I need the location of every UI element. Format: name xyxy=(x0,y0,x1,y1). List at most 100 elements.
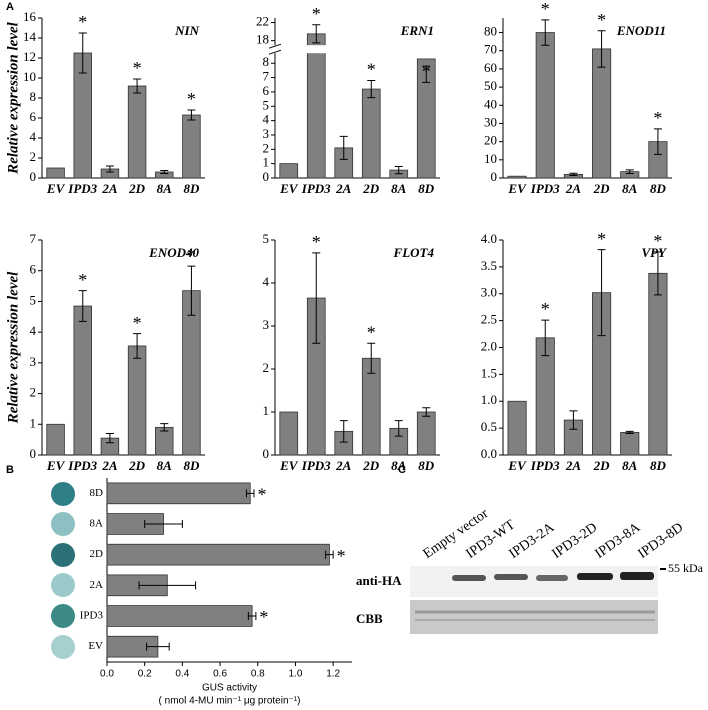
bar xyxy=(507,175,527,179)
x-tick-label: IPD3 xyxy=(67,458,97,473)
significance-mark: * xyxy=(597,229,606,249)
error-bar xyxy=(160,423,169,432)
y-axis-label: Relative expression level xyxy=(5,271,21,424)
error-bar xyxy=(653,251,662,296)
error-bar xyxy=(133,333,142,359)
bar xyxy=(361,88,381,179)
y-tick-label: 2 xyxy=(263,140,270,155)
y-tick-label: 7 xyxy=(263,69,270,84)
y-tick-label: 12 xyxy=(23,49,36,64)
error-bar xyxy=(541,319,550,357)
x-tick-label: EV xyxy=(507,181,527,196)
bar xyxy=(106,543,330,566)
y-tick-label: 3.0 xyxy=(481,285,497,300)
y-tick-label: 3 xyxy=(263,126,270,141)
x-tick-label: 8D xyxy=(183,458,200,473)
significance-mark: * xyxy=(78,270,87,290)
y-tick-label: 0.0 xyxy=(481,446,497,461)
bar xyxy=(46,167,65,179)
error-bar xyxy=(105,165,114,173)
blot-row-label: CBB xyxy=(356,611,383,626)
y-tick-label: 2.5 xyxy=(481,312,497,327)
panel-label: A xyxy=(6,1,14,13)
y-tick-label: 20 xyxy=(484,133,497,148)
x-tick-label: 2D xyxy=(128,458,146,473)
significance-mark: * xyxy=(133,58,142,78)
y-tick-label: 0 xyxy=(30,169,37,184)
error-bar xyxy=(312,24,321,44)
x-tick-label: EV xyxy=(46,181,66,196)
x-tick-label: 8A xyxy=(391,458,407,473)
error-bar xyxy=(325,550,334,559)
y-tick-label: 2D xyxy=(90,548,104,560)
error-bar xyxy=(394,166,403,175)
error-bar xyxy=(625,169,634,174)
panel-label: B xyxy=(6,464,14,476)
error-bar xyxy=(144,520,183,528)
x-tick-label: 2A xyxy=(335,181,352,196)
y-tick-label: 5 xyxy=(263,231,270,246)
x-tick-label: 2A xyxy=(101,181,118,196)
significance-mark: * xyxy=(597,10,606,30)
x-tick-label: 2A xyxy=(101,458,118,473)
y-tick-label: 80 xyxy=(484,24,497,39)
bar xyxy=(106,482,251,505)
y-tick-label: IPD3 xyxy=(80,610,104,622)
x-axis-label: GUS activity xyxy=(202,683,257,694)
y-tick-label: 16 xyxy=(23,9,37,24)
y-tick-label: 5 xyxy=(30,292,37,307)
chart-title: ENOD11 xyxy=(616,23,666,38)
x-tick-label: 8A xyxy=(391,181,407,196)
significance-mark: * xyxy=(312,232,321,252)
significance-mark: * xyxy=(78,12,87,32)
error-bar xyxy=(146,642,170,651)
x-tick-label: 8A xyxy=(622,458,638,473)
chart-title: FLOT4 xyxy=(393,245,435,260)
y-tick-label: EV xyxy=(88,640,103,652)
bar xyxy=(106,605,253,627)
y-tick-label: 0 xyxy=(30,446,37,461)
y-tick-label: 22 xyxy=(256,14,269,29)
error-bar xyxy=(541,19,550,46)
x-tick-label: 0.8 xyxy=(251,669,265,680)
error-bar xyxy=(367,79,376,99)
error-bar xyxy=(138,581,197,590)
bar xyxy=(535,32,555,179)
x-tick-label: IPD3 xyxy=(301,181,331,196)
x-tick-label: IPD3 xyxy=(530,181,560,196)
y-tick-label: 4 xyxy=(263,112,270,127)
blot-marker: 55 kDa xyxy=(668,561,704,575)
y-tick-label: 4 xyxy=(263,274,270,289)
x-tick-label: IPD3 xyxy=(301,458,331,473)
y-tick-label: 18 xyxy=(256,32,269,47)
significance-mark: * xyxy=(337,546,346,566)
y-tick-label: 4 xyxy=(30,129,37,144)
x-tick-label: 2D xyxy=(128,181,146,196)
x-axis-unit: ( nmol 4-MU min⁻¹ μg protein⁻¹) xyxy=(159,696,301,707)
axis-break-mark xyxy=(268,43,282,55)
x-tick-label: 2A xyxy=(565,181,582,196)
x-tick-label: 2A xyxy=(335,458,352,473)
y-tick-label: 2 xyxy=(30,149,37,164)
chart-title: ENOD40 xyxy=(148,245,199,260)
blot-lane-label: IPD3-8D xyxy=(636,520,687,562)
y-tick-label: 0.5 xyxy=(481,419,497,434)
chart-title: ERN1 xyxy=(400,23,434,38)
error-bar xyxy=(105,433,114,444)
error-bar xyxy=(312,252,321,344)
significance-mark: * xyxy=(653,108,662,128)
error-bar xyxy=(339,420,348,443)
bar xyxy=(46,423,65,456)
error-bar xyxy=(422,65,431,83)
y-tick-label: 1 xyxy=(263,155,270,170)
error-bar xyxy=(422,407,431,417)
bar xyxy=(592,48,612,179)
error-bar xyxy=(133,78,142,94)
y-tick-label: 2 xyxy=(30,385,37,400)
significance-mark: * xyxy=(367,60,376,80)
y-tick-label: 1.0 xyxy=(481,392,497,407)
error-bar xyxy=(394,420,403,437)
y-tick-label: 2 xyxy=(263,360,270,375)
significance-mark: * xyxy=(541,0,550,19)
significance-mark: * xyxy=(422,61,431,81)
